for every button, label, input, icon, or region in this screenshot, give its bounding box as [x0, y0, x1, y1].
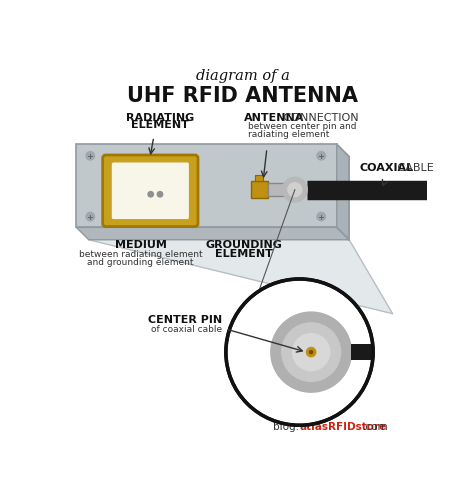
Text: UHF RFID ANTENNA: UHF RFID ANTENNA	[128, 86, 358, 107]
Circle shape	[157, 191, 163, 197]
Circle shape	[292, 334, 330, 371]
Circle shape	[307, 348, 316, 357]
Circle shape	[86, 212, 94, 221]
FancyBboxPatch shape	[103, 155, 198, 227]
Circle shape	[86, 152, 94, 160]
Text: between radiating element: between radiating element	[79, 250, 202, 259]
Bar	[268, 184, 291, 196]
FancyBboxPatch shape	[111, 162, 190, 220]
Polygon shape	[76, 227, 349, 240]
Polygon shape	[89, 240, 392, 313]
Circle shape	[317, 212, 326, 221]
Text: between center pin and: between center pin and	[248, 122, 357, 131]
Circle shape	[226, 279, 373, 425]
Circle shape	[317, 152, 326, 160]
Text: blog.: blog.	[273, 422, 300, 432]
Bar	[351, 344, 373, 360]
Text: ELEMENT: ELEMENT	[215, 249, 273, 259]
Text: GROUNDING: GROUNDING	[205, 241, 282, 250]
Text: CABLE: CABLE	[394, 164, 434, 174]
Text: ANTENNA: ANTENNA	[244, 113, 304, 123]
Text: COAXIAL: COAXIAL	[360, 164, 414, 174]
Bar	[251, 181, 268, 198]
Circle shape	[283, 178, 307, 202]
Polygon shape	[76, 144, 337, 227]
Text: diagram of a: diagram of a	[196, 69, 290, 83]
Bar	[287, 181, 293, 198]
Text: MEDIUM: MEDIUM	[115, 241, 166, 250]
Circle shape	[282, 323, 341, 381]
Text: .com: .com	[363, 422, 389, 432]
Text: of coaxial cable: of coaxial cable	[151, 325, 222, 334]
Text: CONNECTION: CONNECTION	[280, 113, 359, 123]
Circle shape	[148, 191, 154, 197]
Circle shape	[271, 312, 351, 392]
Text: RADIATING: RADIATING	[126, 113, 194, 123]
Circle shape	[288, 183, 302, 196]
Text: ELEMENT: ELEMENT	[131, 121, 189, 130]
Text: atlasRFIDstore: atlasRFIDstore	[300, 422, 387, 432]
Circle shape	[310, 351, 313, 354]
Polygon shape	[337, 144, 349, 240]
Polygon shape	[255, 175, 263, 181]
Text: radiating element: radiating element	[248, 130, 330, 139]
Text: and grounding element: and grounding element	[87, 257, 194, 267]
Text: CENTER PIN: CENTER PIN	[148, 315, 222, 325]
